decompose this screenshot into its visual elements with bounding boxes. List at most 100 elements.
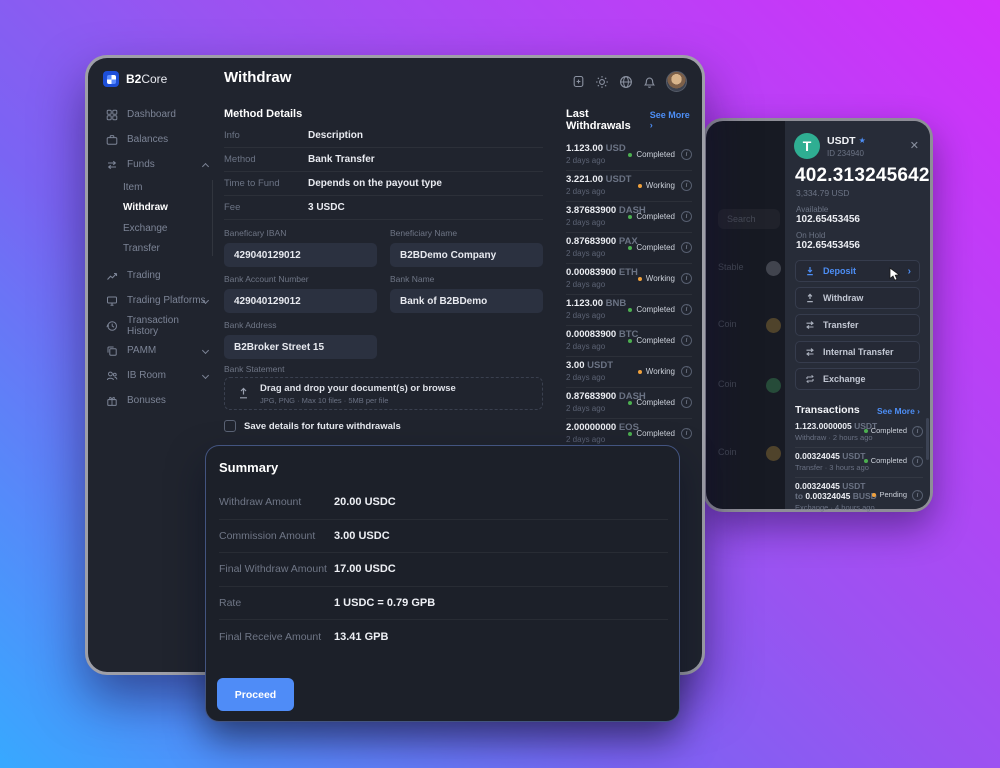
background-list-item[interactable]: Coin [718,447,737,457]
status-text: Working [645,274,675,283]
sidebar-item-exchange[interactable]: Exchange [123,222,168,234]
sidebar-item-ib-room[interactable]: IB Room [106,363,210,388]
withdraw-button[interactable]: Withdraw [795,287,920,309]
favorite-star-icon[interactable]: ★ [858,136,866,145]
deposit-button[interactable]: Deposit › [795,260,920,282]
status-dot [628,431,633,436]
withdrawal-currency: PAX [618,236,638,247]
iban-group: Baneficary IBAN [224,228,377,267]
coin-icon [766,261,781,276]
transfer-button[interactable]: Transfer [795,314,920,336]
info-icon[interactable]: i [912,456,923,467]
file-dropzone[interactable]: Drag and drop your document(s) or browse… [224,377,543,410]
widget-icon[interactable] [572,75,585,88]
info-icon[interactable]: i [681,304,692,315]
withdrawal-amount: 3.221.00 [566,174,603,185]
info-icon[interactable]: i [912,426,923,437]
sidebar-item-bonuses[interactable]: Bonuses [106,388,208,413]
info-icon[interactable]: i [681,273,692,284]
exchange-button[interactable]: Exchange [795,368,920,390]
b2core-logo-icon [103,71,119,87]
app-logo[interactable]: B2Core [103,71,167,87]
withdrawal-row[interactable]: 3.221.00 USDT 2 days ago Working i [566,171,692,202]
sidebar-item-dashboard[interactable]: Dashboard [106,102,208,127]
iban-input[interactable] [224,243,377,267]
tx-currency: USDT [842,451,866,461]
transaction-row[interactable]: 0.00324045 USDT Transfer · 3 hours ago C… [795,448,923,478]
summary-title: Summary [219,460,279,475]
coin-icon [766,446,781,461]
user-avatar[interactable] [666,71,687,92]
summary-rows: Withdraw Amount 20.00 USDC Commission Am… [219,486,668,654]
transactions-see-more-link[interactable]: See More › [877,406,920,416]
status-dot [872,492,877,497]
transactions-scrollbar[interactable] [926,418,929,460]
withdrawal-row[interactable]: 0.87683900 DASH 2 days ago Completed i [566,388,692,419]
status-badge: Completed [863,426,907,435]
status-text: Completed [636,398,675,407]
info-icon[interactable]: i [681,180,692,191]
see-more-link[interactable]: See More › [649,110,690,130]
transaction-row[interactable]: 1.123.0000005 USDT Withdraw · 2 hours ag… [795,418,923,448]
bank-name-input[interactable] [390,289,543,313]
info-icon[interactable]: i [681,211,692,222]
withdrawal-row[interactable]: 1.123.00 BNB 2 days ago Completed i [566,295,692,326]
withdrawal-row[interactable]: 0.00083900 ETH 2 days ago Working i [566,264,692,295]
bank-address-input[interactable] [224,335,377,359]
withdrawal-row[interactable]: 0.87683900 PAX 2 days ago Completed i [566,233,692,264]
summary-label: Rate [219,596,242,609]
proceed-button[interactable]: Proceed [217,678,294,711]
transaction-row[interactable]: 0.00324045 USDT to 0.00324045 BUSD Excha… [795,478,923,517]
info-icon[interactable]: i [681,335,692,346]
on-hold-value: 102.65453456 [796,240,860,251]
background-list-item[interactable]: Stable [718,262,744,272]
deposit-label: Deposit [823,266,857,276]
exchange-icon [806,374,814,384]
sidebar-item-balances[interactable]: Balances [106,127,208,152]
summary-value: 13.41 GPB [334,630,389,643]
close-icon[interactable]: ✕ [909,140,919,152]
withdrawal-row[interactable]: 1.123.00 USD 2 days ago Completed i [566,140,692,171]
info-icon[interactable]: i [681,428,692,439]
info-icon[interactable]: i [681,149,692,160]
tx-detail: Transfer · 3 hours ago [795,463,869,472]
mouse-cursor [889,267,901,281]
summary-row: Rate 1 USDC = 0.79 GPB [219,587,668,620]
language-globe-icon[interactable] [619,75,633,89]
notifications-bell-icon[interactable] [643,75,656,89]
status-text: Completed [636,429,675,438]
info-icon[interactable]: i [912,490,923,501]
chevron-down-icon [201,371,210,380]
sidebar-item-trading[interactable]: Trading [106,263,208,288]
background-list-item[interactable]: Coin [718,379,737,389]
info-icon[interactable]: i [681,397,692,408]
withdrawal-row[interactable]: 3.87683900 DASH 2 days ago Completed i [566,202,692,233]
transactions-list: 1.123.0000005 USDT Withdraw · 2 hours ag… [795,418,923,517]
withdrawal-row[interactable]: 0.00083900 BTC 2 days ago Completed i [566,326,692,357]
pamm-icon [107,346,117,356]
info-icon[interactable]: i [681,366,692,377]
sidebar-label: Transaction History [127,314,179,337]
withdrawal-row[interactable]: 3.00 USDT 2 days ago Working i [566,357,692,388]
internal-transfer-button[interactable]: Internal Transfer [795,341,920,363]
sidebar-item-pamm[interactable]: PAMM [106,338,210,363]
sidebar-item-trading-platforms[interactable]: Trading Platforms [106,288,210,313]
sidebar-label: PAMM [127,345,157,356]
info-icon[interactable]: i [681,242,692,253]
beneficiary-name-input[interactable] [390,243,543,267]
status-badge: Working [637,181,675,190]
sidebar-item-transfer[interactable]: Transfer [123,243,160,255]
background-list-item[interactable]: Coin [718,319,737,329]
sidebar-item-withdraw[interactable]: Withdraw [123,202,168,214]
status-text: Pending [879,490,907,499]
account-number-input[interactable] [224,289,377,313]
status-dot [637,369,642,374]
save-details-checkbox[interactable] [224,420,236,432]
sidebar-item-funds[interactable]: Funds [106,152,210,177]
background-search-input[interactable]: Search [718,209,780,229]
page-title: Withdraw [224,69,292,86]
sidebar-item-item[interactable]: Item [123,181,143,193]
theme-sun-icon[interactable] [595,75,609,89]
sidebar-item-transaction-history[interactable]: Transaction History [106,313,208,338]
withdrawal-row[interactable]: 2.00000000 EOS 2 days ago Completed i [566,419,692,450]
